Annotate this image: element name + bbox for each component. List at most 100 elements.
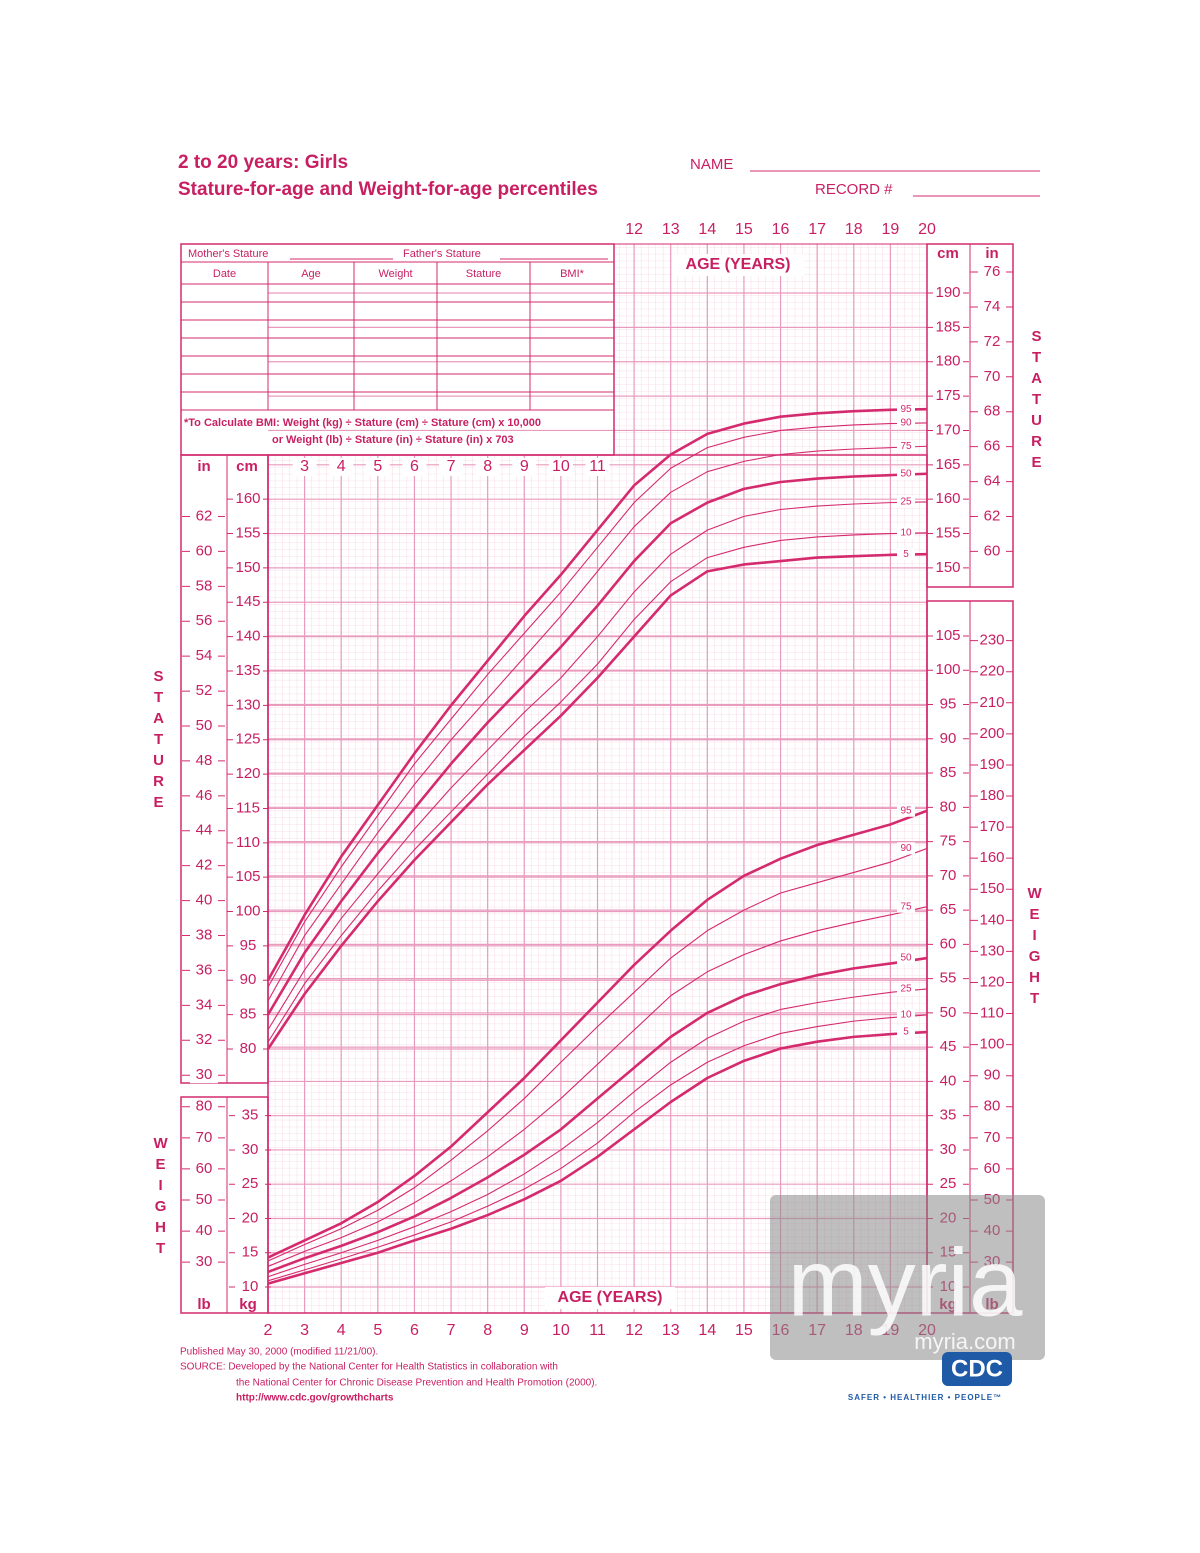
y-tick-label: 85 — [940, 764, 957, 781]
tick-label-bg — [978, 508, 1006, 525]
tick-label-bg — [933, 662, 963, 679]
y2-tick-label: 220 — [979, 663, 1004, 680]
y-tick-label: 10 — [242, 1278, 259, 1295]
x-tick-label: 8 — [483, 1322, 492, 1339]
series-label: 50 — [900, 953, 912, 964]
tick-label-bg — [402, 458, 427, 476]
tick-label-bg — [978, 725, 1006, 742]
tick-label-bg — [585, 458, 610, 476]
percentile-curve — [267, 532, 928, 1043]
tick-label-bg — [731, 1322, 756, 1340]
unit-label: cm — [937, 245, 959, 262]
y-tick-label: 65 — [940, 901, 957, 918]
tick-label-bg — [190, 752, 218, 769]
tick-label-bg — [978, 974, 1006, 991]
y-tick-label: 95 — [240, 937, 257, 954]
series-label-bg — [897, 982, 915, 995]
tick-label-bg — [190, 578, 218, 595]
tick-label-bg — [933, 799, 963, 816]
series-label: 5 — [903, 549, 909, 560]
bmi-note: or Weight (lb) ÷ Stature (in) ÷ Stature … — [272, 434, 514, 446]
x-tick-label: 13 — [662, 221, 680, 238]
y-tick-label: 90 — [240, 971, 257, 988]
y2-tick-label: 70 — [196, 1129, 213, 1146]
y-tick-label: 45 — [940, 1038, 957, 1055]
y2-tick-label: 40 — [196, 892, 213, 909]
tick-label-bg — [475, 1322, 500, 1340]
y2-tick-label: 200 — [979, 725, 1004, 742]
tick-label-bg — [190, 927, 218, 944]
y-tick-label: 115 — [236, 799, 260, 816]
tick-label-bg — [233, 766, 263, 783]
y2-tick-label: 46 — [196, 787, 213, 804]
series-label-bg — [897, 804, 915, 817]
y2-tick-label: 32 — [196, 1031, 213, 1048]
y-tick-label: 90 — [940, 730, 957, 747]
y2-tick-label: 210 — [979, 694, 1004, 711]
y-tick-label: 145 — [235, 593, 260, 610]
series-label-bg — [897, 416, 915, 429]
y-tick-label: 110 — [236, 834, 260, 851]
tick-label-bg — [190, 1032, 218, 1049]
y-tick-label: 150 — [235, 559, 260, 576]
unit-label: cm — [236, 458, 258, 475]
y2-tick-label: 36 — [196, 961, 213, 978]
tick-label-bg — [190, 508, 218, 525]
x-tick-label: 10 — [552, 1322, 570, 1339]
tick-label-bg — [933, 319, 963, 336]
y2-tick-label: 50 — [196, 1191, 213, 1208]
x-tick-label: 19 — [881, 221, 899, 238]
tick-label-bg — [978, 403, 1006, 420]
tick-label-bg — [233, 525, 263, 542]
y-tick-label: 95 — [940, 695, 957, 712]
tick-label-bg — [978, 543, 1006, 560]
x-tick-label: 3 — [300, 1322, 309, 1339]
x-tick-label: 15 — [735, 1322, 753, 1339]
tick-label-bg — [233, 937, 263, 954]
y-tick-label: 170 — [935, 421, 960, 438]
tick-label-bg — [731, 221, 756, 239]
tick-label-bg — [233, 628, 263, 645]
tick-label-bg — [233, 731, 263, 748]
tick-label-bg — [978, 694, 1006, 711]
tick-label-bg — [933, 353, 963, 370]
footer-text: SOURCE: Developed by the National Center… — [180, 1362, 558, 1373]
tick-label-bg — [233, 972, 263, 989]
tick-label-bg — [978, 1036, 1006, 1053]
tick-label-bg — [190, 543, 218, 560]
y2-tick-label: 66 — [984, 438, 1001, 455]
y-tick-label: 155 — [935, 525, 960, 542]
tick-label-bg — [190, 1067, 218, 1084]
x-axis-title: AGE (YEARS) — [686, 256, 791, 273]
y-tick-label: 150 — [935, 559, 960, 576]
tick-label-bg — [233, 594, 263, 611]
y-tick-label: 25 — [242, 1175, 259, 1192]
tick-label-bg — [190, 1191, 218, 1208]
tick-label-bg — [915, 221, 939, 239]
y2-tick-label: 60 — [984, 1160, 1001, 1177]
tick-label-bg — [978, 333, 1006, 350]
tick-label-bg — [190, 962, 218, 979]
table-header: Stature — [466, 268, 501, 280]
x-tick-label: 16 — [772, 221, 790, 238]
tick-label-bg — [658, 1322, 683, 1340]
tick-label-bg — [933, 388, 963, 405]
table-grid: Date Age Weight Stature BMI* — [181, 261, 614, 411]
tick-label-bg — [235, 1141, 265, 1158]
unit-label: kg — [239, 1296, 257, 1313]
tick-label-bg — [439, 1322, 464, 1340]
percentile-curve — [266, 552, 928, 1050]
tick-label-bg — [190, 787, 218, 804]
y-tick-label: 35 — [242, 1107, 259, 1124]
tick-label-bg — [978, 1129, 1006, 1146]
tick-label-bg — [978, 264, 1006, 281]
y2-tick-label: 90 — [984, 1067, 1001, 1084]
table-header: Weight — [378, 268, 412, 280]
footer-text: Published May 30, 2000 (modified 11/21/0… — [180, 1347, 378, 1358]
y2-tick-label: 160 — [979, 849, 1004, 866]
tick-label-bg — [658, 221, 683, 239]
subtitle: Stature-for-age and Weight-for-age perce… — [178, 179, 598, 200]
y-tick-label: 180 — [935, 353, 960, 370]
tick-label-bg — [233, 559, 263, 576]
tick-label-bg — [978, 819, 1006, 836]
